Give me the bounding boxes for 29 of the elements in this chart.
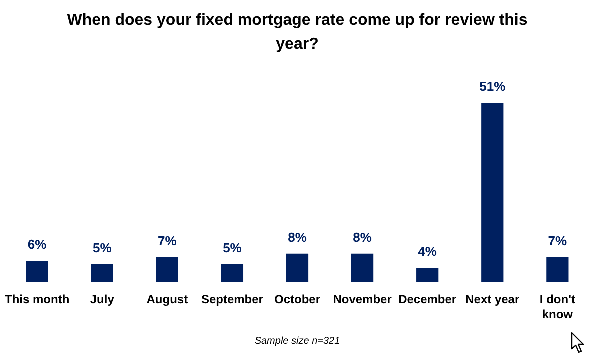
data-label: 51% <box>480 79 506 94</box>
x-tick-label: I don't know <box>540 292 576 322</box>
chart-title: When does your fixed mortgage rate come up for review this year? <box>67 12 528 53</box>
x-tick-label: September <box>201 292 264 306</box>
data-label: 7% <box>548 233 568 248</box>
x-tick-label: November <box>333 292 392 306</box>
data-label: 5% <box>92 240 112 256</box>
bar <box>482 103 504 282</box>
bar <box>156 257 178 282</box>
bar <box>26 260 48 282</box>
x-tick-label: July <box>90 292 115 306</box>
x-tick-label: This month <box>4 292 70 306</box>
bar <box>286 254 309 282</box>
data-label: 4% <box>418 244 438 259</box>
x-tick-label: October <box>274 292 321 306</box>
bar <box>416 268 439 282</box>
data-label: 8% <box>288 230 308 245</box>
text: Sample size n=321 <box>254 336 342 347</box>
x-tick-label: Next year <box>466 292 520 306</box>
data-label: 8% <box>353 230 372 245</box>
data-label: 6% <box>28 236 48 252</box>
bar <box>91 264 114 282</box>
bar <box>351 254 374 282</box>
x-tick-label: December <box>398 292 457 306</box>
data-label: 7% <box>158 233 178 248</box>
bar <box>221 264 244 282</box>
data-label: 5% <box>223 240 242 256</box>
x-tick-label: August <box>146 292 188 306</box>
bar <box>546 257 569 282</box>
